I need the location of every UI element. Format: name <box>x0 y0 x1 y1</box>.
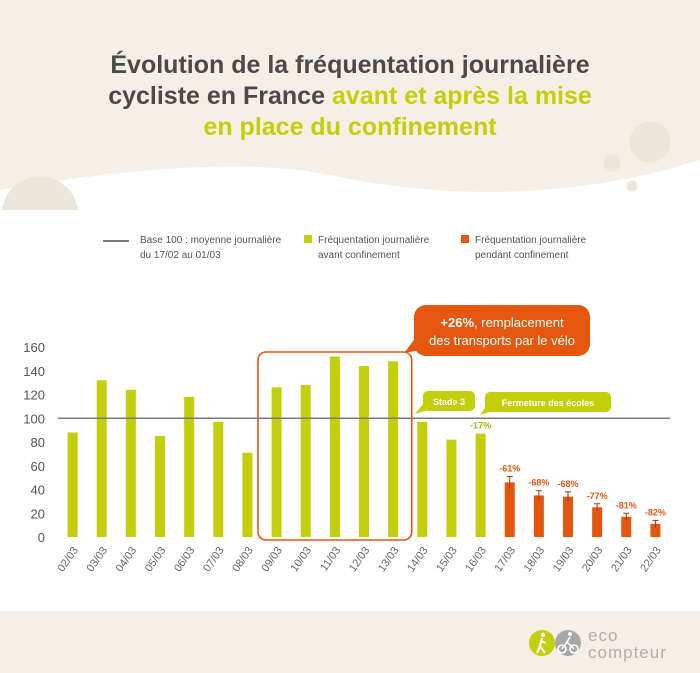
legend-baseline-swatch <box>103 240 129 242</box>
bar <box>621 516 632 537</box>
y-tick-label: 20 <box>31 506 45 521</box>
x-tick-label: 20/03 <box>580 545 606 574</box>
legend-during-line1: Fréquentation journalière <box>475 235 587 246</box>
ecoles-box <box>485 392 611 412</box>
bar <box>533 495 544 537</box>
logo-line2: compteur <box>588 643 667 662</box>
bar-value-label: -61% <box>499 463 520 473</box>
x-tick-label: 16/03 <box>463 545 489 574</box>
highlight-callout-bold: +26% <box>440 315 474 330</box>
y-tick-label: 100 <box>23 411 45 426</box>
highlight-callout-pointer <box>404 340 426 353</box>
bar <box>650 523 661 537</box>
title-part-3: avant et après la mise <box>331 82 592 110</box>
x-tick-label: 12/03 <box>347 545 373 574</box>
bar <box>242 452 253 537</box>
stade3-box <box>423 391 475 411</box>
x-tick-label: 08/03 <box>230 545 256 574</box>
stade3-pointer <box>415 404 431 414</box>
title-part-4: en place du confinement <box>203 113 497 141</box>
bar <box>67 432 78 537</box>
legend-before-line1: Fréquentation journalière <box>318 235 430 246</box>
logo-line1: eco <box>588 626 619 645</box>
bar-value-label: -82% <box>645 507 666 517</box>
y-tick-label: 140 <box>23 364 45 379</box>
highlight-callout-rest: , remplacement <box>474 315 564 330</box>
bar <box>359 366 369 537</box>
legend-before: Fréquentation journalière avant confinem… <box>318 233 429 263</box>
title-part-1: Évolution de la fréquentation journalièr… <box>110 51 590 79</box>
x-tick-label: 14/03 <box>405 545 431 574</box>
bar-value-label: -68% <box>528 478 549 488</box>
x-tick-label: 22/03 <box>638 545 664 574</box>
y-tick-label: 40 <box>31 483 45 498</box>
y-tick-label: 80 <box>31 435 45 450</box>
title-part-2: cycliste en France <box>108 82 325 110</box>
bar <box>329 356 340 537</box>
stade3-label: Stade 3 <box>433 397 465 407</box>
ecoles-label: Fermeture des écoles <box>502 398 595 408</box>
bar <box>213 421 224 537</box>
x-tick-label: 10/03 <box>289 545 315 574</box>
ecoles-pointer <box>480 405 495 415</box>
x-tick-label: 03/03 <box>85 545 111 574</box>
legend-before-line2: avant confinement <box>318 250 400 261</box>
y-tick-label: 160 <box>23 340 45 355</box>
y-tick-label: 120 <box>23 388 45 403</box>
x-tick-label: 19/03 <box>551 545 577 574</box>
bar <box>563 496 573 537</box>
bar <box>125 389 136 537</box>
legend-during-swatch <box>461 235 469 243</box>
bar-value-label: -68% <box>557 479 578 489</box>
x-tick-label: 13/03 <box>376 545 402 574</box>
virus-icon <box>1 121 671 210</box>
x-tick-label: 11/03 <box>318 545 343 574</box>
bar <box>388 361 399 537</box>
bar <box>417 421 428 537</box>
x-tick-label: 06/03 <box>172 545 198 574</box>
x-tick-label: 04/03 <box>114 545 140 574</box>
x-tick-label: 17/03 <box>493 545 519 574</box>
logo-text: eco compteur <box>588 627 667 661</box>
bar <box>446 439 457 537</box>
bar <box>475 433 486 537</box>
bar <box>155 436 165 537</box>
x-tick-label: 21/03 <box>609 545 635 574</box>
highlight-callout-line1: +26%, remplacement <box>440 315 564 330</box>
footer <box>0 611 700 673</box>
legend-before-swatch <box>304 235 312 243</box>
x-tick-label: 07/03 <box>201 545 227 574</box>
highlight-callout <box>414 305 590 356</box>
bar-value-label: -17% <box>470 421 491 431</box>
header-background <box>0 0 700 210</box>
highlight-box <box>257 351 413 541</box>
eco-compteur-logo-icon <box>529 630 581 656</box>
legend-baseline-line2: du 17/02 au 01/03 <box>140 250 221 261</box>
chart-title: Évolution de la fréquentation journalièr… <box>0 50 700 143</box>
bar-value-label: -77% <box>587 491 608 501</box>
x-tick-label: 15/03 <box>434 545 460 574</box>
legend-during-line2: pendant confinement <box>475 250 569 261</box>
legend-baseline-line1: Base 100 : moyenne journalière <box>140 235 282 246</box>
bar <box>96 380 107 537</box>
bar <box>300 385 311 537</box>
bar-chart: 0 20 40 60 80 100 120 140 160 -17% -61% -68% -68% -77… <box>23 305 670 574</box>
bar <box>184 396 195 537</box>
x-tick-label: 05/03 <box>143 545 169 574</box>
bar <box>592 507 603 537</box>
legend-baseline: Base 100 : moyenne journalière du 17/02 … <box>140 233 281 263</box>
bar-value-label: -81% <box>616 500 637 510</box>
bar <box>271 387 282 537</box>
bar <box>504 482 515 537</box>
legend-during: Fréquentation journalière pendant confin… <box>475 233 586 263</box>
x-tick-label: 09/03 <box>259 545 285 574</box>
x-tick-label: 18/03 <box>522 545 548 574</box>
y-tick-label: 60 <box>31 459 45 474</box>
highlight-callout-line2: des transports par le vélo <box>429 333 575 348</box>
x-tick-label: 02/03 <box>55 545 81 574</box>
y-tick-label: 0 <box>38 530 45 545</box>
